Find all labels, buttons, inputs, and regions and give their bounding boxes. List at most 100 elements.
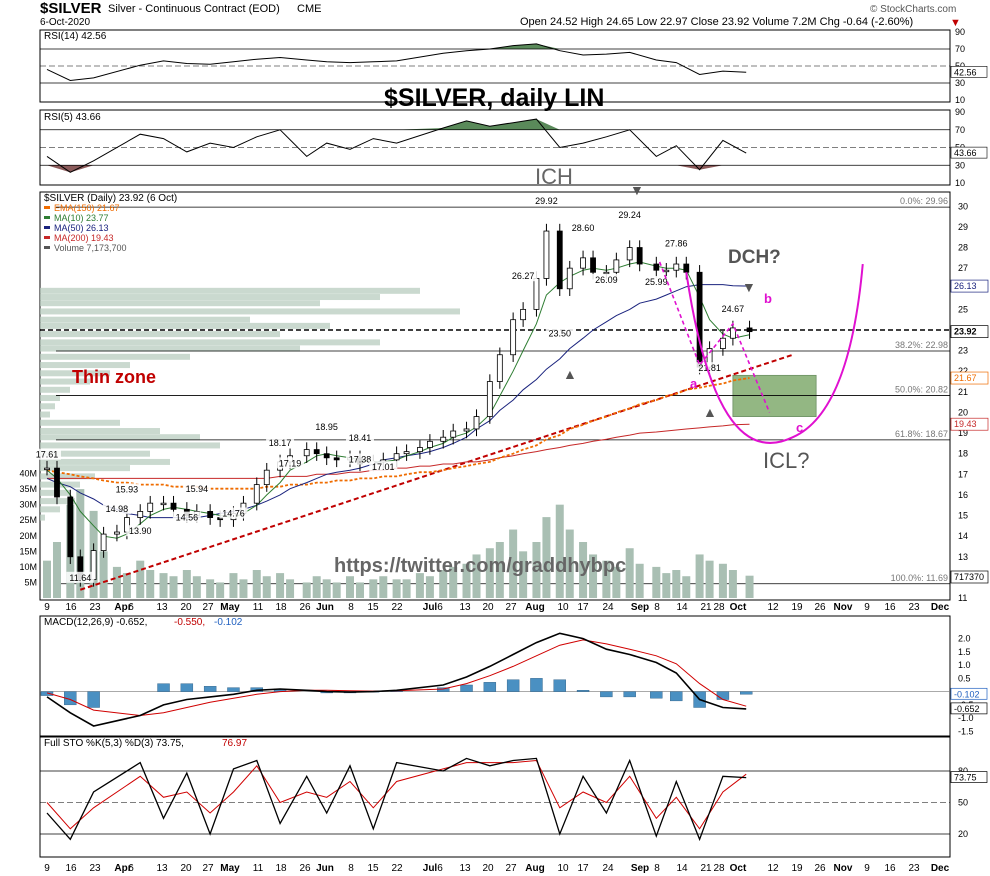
price-annotation: 15.94 [186,484,209,494]
candle-body [313,449,320,455]
volume-bar [745,575,754,598]
magenta-cycle-curve [685,263,864,444]
rsi-tick-label: 70 [955,125,965,135]
macd-histogram-bar [623,691,636,698]
price-tick-label: 13 [958,552,968,562]
macd-tick-label: -1.0 [958,713,974,723]
macd-tick-label: -1.5 [958,726,974,736]
date-tick-label: 26 [299,602,311,613]
price-tick-label: 20 [958,407,968,417]
volume-bar [169,576,178,598]
price-right-label: 23.92 [954,327,977,337]
price-annotation: 21.81 [698,363,721,373]
dch-label: DCH? [728,247,781,268]
volume-bar [369,579,378,598]
legend-entry: Volume 7,173,700 [54,243,127,253]
volume-bar [122,573,131,598]
rsi-overbought-fill [47,119,747,130]
candle-body [566,267,573,290]
date-tick-label: 16 [65,602,77,613]
price-annotation-bg [66,571,95,583]
rsi-tick-label: 30 [955,78,965,88]
candle-body [403,451,410,455]
fib-level-label: 38.2%: 22.98 [895,340,948,350]
candle-body [673,263,680,271]
date-tick-label: Jun [316,602,334,613]
date-tick-label: 20 [180,602,192,613]
rsi-tick-label: 90 [955,107,965,117]
date-tick-label: 26 [814,863,826,874]
date-tick-label: Aug [525,602,544,613]
rsi-line [46,43,747,82]
candle-body [626,247,633,261]
candle-body [533,278,540,310]
volume-bar [519,551,528,598]
volume-by-price-bar [40,411,50,418]
date-tick-label: 14 [676,602,688,613]
date-tick-label: Oct [730,602,747,613]
volume-bar [509,529,518,598]
date-tick-label: 23 [89,602,101,613]
volume-by-price-bar [40,339,380,346]
macd-tick-label: 1.5 [958,647,971,657]
price-annotation-bg [695,362,724,374]
rsi-tick-label: 10 [955,178,965,188]
date-tick-label: 28 [713,863,725,874]
price-right-box [950,325,989,338]
volume-by-price-bar [40,294,380,301]
date-tick-label: 12 [767,602,779,613]
date-tick-label: Aug [525,863,544,874]
candle-body [636,247,643,265]
macd-histogram-bar [650,691,663,699]
sto-right-box [950,771,988,783]
price-annotation: 15.93 [116,484,139,494]
price-tick-label: 16 [958,490,968,500]
rsi-tick-label: 50 [955,61,965,71]
volume-by-price-bar [40,353,190,360]
wave-c-label: c [796,420,803,435]
twitter-link[interactable]: https://twitter.com/graddhybpc [334,555,626,577]
volume-bar [495,542,504,598]
volume-bar [449,566,458,598]
price-tick-label: 25 [958,304,968,314]
candle-body [663,269,670,273]
price-annotation-bg [266,437,295,449]
chg-down-icon: ▼ [950,17,961,29]
volume-tick-label: 5M [24,577,37,587]
macd-histogram-bar [203,686,217,692]
legend-swatch [44,246,50,249]
candle-body [333,457,340,461]
price-tick-label: 27 [958,263,968,273]
volume-bar [682,576,691,598]
macd-panel [39,615,951,737]
volume-tick-label: 25M [19,515,37,525]
volume-bar [355,582,364,598]
price-right-label: 717370 [954,572,984,582]
volume-bar [555,504,564,598]
volume-by-price-bar [40,458,170,465]
volume-bar [52,542,61,598]
macd-signal-line [46,639,747,717]
macd-tick-label: 0.5 [958,673,971,683]
volume-by-price-bar [40,300,320,307]
volume-bar [532,542,541,598]
volume-by-price-bar [40,322,330,329]
price-annotation: 27.86 [665,238,688,248]
volume-bar [472,554,481,598]
candle-body [67,496,74,558]
volume-by-price-bar [40,450,150,457]
macd-histogram-bar [716,691,730,700]
date-tick-label: 23 [908,602,920,613]
price-annotation-bg [276,457,305,469]
rsi-tick-label: 30 [955,160,965,170]
volume-by-price-bar [40,316,250,323]
date-tick-label: 15 [367,863,379,874]
wave-a-label: a [690,376,698,391]
candle-body [54,467,60,498]
volume-by-price-bar [40,308,460,315]
volume-by-price-bar [40,378,90,385]
date-tick-label: Jul [423,863,438,874]
date-tick-label: 23 [89,863,101,874]
macd-line [46,632,747,727]
price-annotation: 11.64 [69,573,91,583]
